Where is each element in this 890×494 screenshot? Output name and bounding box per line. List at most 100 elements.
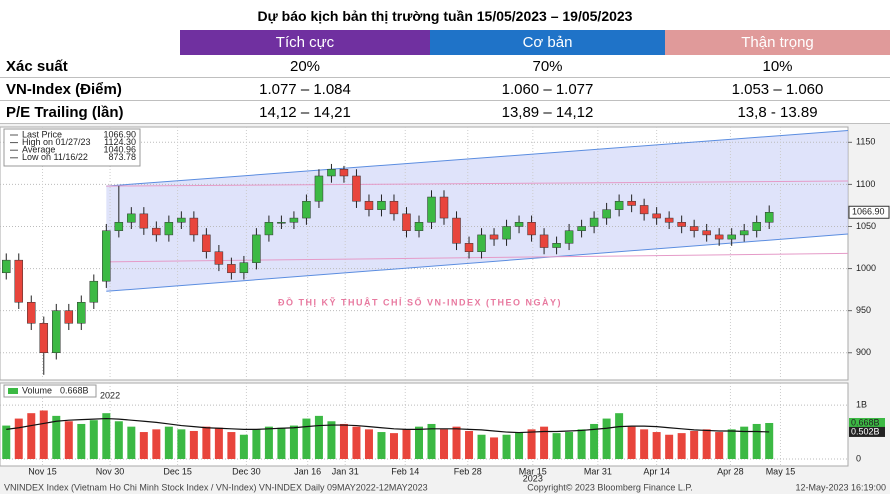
legend-label: Low on 11/16/22 (22, 152, 88, 162)
candle-body (489, 234, 499, 240)
volume-bar (477, 434, 486, 459)
candle-body (564, 230, 574, 244)
candle-body (514, 222, 524, 227)
x-tick-label: Apr 28 (717, 466, 744, 476)
candle-body (577, 226, 586, 231)
volume-bar (765, 422, 774, 459)
channel-line (106, 252, 849, 263)
volume-bar (377, 432, 386, 459)
volume-bar (414, 426, 423, 459)
volume-avg-tag (849, 426, 885, 437)
footer-text: Copyright© 2023 Bloomberg Finance L.P. (527, 482, 693, 492)
candle-body (64, 310, 74, 324)
y-tick-label: 1100 (856, 179, 875, 189)
candle-body (177, 217, 186, 223)
volume-bar (590, 423, 599, 459)
candle-body (114, 222, 124, 231)
footer-text: VNINDEX Index (Vietnam Ho Chi Minh Stock… (4, 482, 428, 492)
candle-body (689, 226, 699, 231)
candle-body (27, 301, 36, 324)
candle-body (652, 213, 661, 219)
volume-tick-label: 0 (856, 453, 861, 463)
x-tick-label: May 15 (766, 466, 796, 476)
candle-body (327, 168, 336, 177)
table: Tích cực Cơ bản Thận trọng Xác suất 20% 70% 1… (0, 30, 890, 124)
volume-bar (152, 429, 161, 459)
volume-bar (214, 427, 223, 459)
candle-body (264, 222, 274, 236)
table-cell: 20% (180, 55, 430, 78)
candle-body (227, 264, 236, 274)
row-label: Xác suất (0, 55, 180, 78)
legend-value: 1066.90 (103, 129, 136, 139)
candle-body (639, 205, 649, 215)
y-tick-label: 1050 (856, 221, 876, 231)
candle-body (664, 217, 674, 223)
volume-bar (289, 425, 298, 459)
last-price-label: 1066.90 (852, 207, 885, 217)
x-tick-label: Feb 14 (391, 466, 419, 476)
candle-body (239, 262, 249, 274)
table-row: VN-Index (Điểm) 1.077 – 1.084 1.060 – 1.07… (0, 77, 890, 101)
channel-line (106, 180, 849, 187)
volume-bar (139, 432, 148, 459)
x-tick-label: Dec 15 (163, 466, 192, 476)
legend-label: Last Price (22, 129, 62, 139)
volume-bar (64, 421, 73, 459)
candle-body (314, 175, 324, 202)
table-cell: 1.060 – 1.077 (430, 77, 665, 101)
volume-bar (339, 423, 348, 459)
candle-body (352, 175, 361, 202)
volume-bar (540, 426, 549, 459)
candle-body (452, 217, 461, 244)
row-label: P/E Trailing (lần) (0, 100, 180, 124)
volume-bar (702, 429, 711, 459)
volume-bar (102, 413, 111, 459)
table-row: Xác suất 20% 70% 10% (0, 55, 890, 78)
volume-bar (677, 433, 686, 459)
candle-body (602, 209, 611, 219)
candle-body (589, 217, 599, 227)
channel-line (106, 233, 849, 292)
candle-body (164, 222, 174, 236)
volume-bar (314, 415, 323, 459)
legend-value: 873.78 (108, 152, 136, 162)
table-cell: 10% (665, 55, 890, 78)
x-tick-label: Mar 31 (584, 466, 612, 476)
volume-bar (740, 426, 749, 459)
volume-avg-tag-label: 0.502B (851, 426, 880, 436)
volume-bar (164, 426, 173, 459)
volume-bar (77, 423, 86, 459)
volume-bar (465, 430, 474, 459)
year-label: 2022 (100, 390, 120, 400)
candle-body (427, 196, 436, 223)
legend-value: 1124.30 (104, 137, 136, 147)
annotation: ĐỒ THỊ KỸ THUẬT CHỈ SỐ VN-INDEX (THEO NG… (278, 296, 562, 307)
volume-bar (752, 423, 761, 459)
volume-bar (264, 426, 273, 459)
candle-body (252, 234, 261, 263)
candle-body (389, 200, 399, 215)
title: Dự báo kịch bản thị trường tuần 15/05/20… (257, 8, 633, 24)
candle-body (14, 259, 24, 303)
candle-body (277, 222, 286, 224)
x-tick-label: Jan 31 (332, 466, 359, 476)
volume-bar (727, 429, 736, 459)
volume-bar (402, 429, 411, 459)
candle-body (364, 200, 374, 210)
x-tick-label: Nov 30 (96, 466, 125, 476)
column-header: Tích cực (180, 30, 430, 55)
year-label: 2023 (523, 473, 543, 483)
volume-bar (602, 418, 611, 459)
candle-body (739, 230, 749, 236)
volume-bar (627, 426, 636, 459)
volume-bar (252, 429, 261, 459)
legend-value: 1040.96 (103, 145, 136, 155)
candle-body (752, 222, 761, 231)
candle-body (727, 234, 736, 240)
channel-line (106, 130, 849, 187)
legend-label: Average (22, 145, 55, 155)
volume-bar (114, 421, 123, 459)
